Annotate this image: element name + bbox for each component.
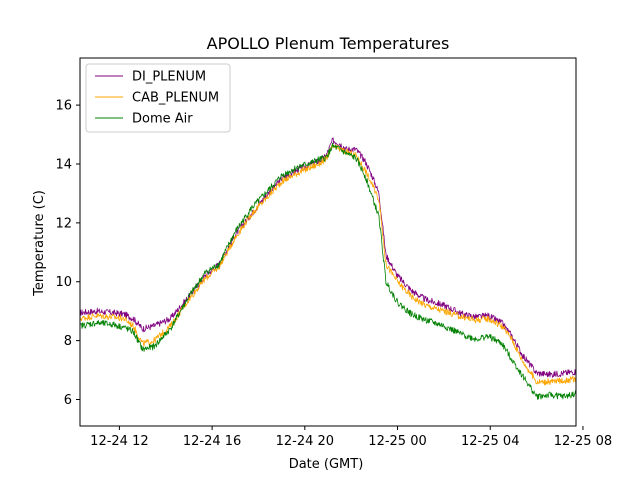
x-axis-label: Date (GMT) [289, 457, 364, 472]
y-tick-label: 14 [55, 157, 72, 172]
y-tick-label: 6 [64, 393, 72, 408]
x-tick-label: 12-24 16 [183, 434, 241, 449]
x-tick-label: 12-24 12 [90, 434, 148, 449]
x-tick-label: 12-25 00 [368, 434, 426, 449]
y-tick-label: 16 [55, 99, 72, 114]
y-tick-label: 10 [55, 275, 72, 290]
x-tick-label: 12-24 20 [276, 434, 334, 449]
y-tick-label: 8 [64, 334, 72, 349]
legend-label-dome-air: Dome Air [132, 112, 193, 127]
x-tick-label: 12-25 08 [554, 434, 612, 449]
series-line-cab-plenum [80, 143, 576, 386]
y-axis: 6 8 10 12 14 16 [55, 99, 80, 408]
series-line-di-plenum [80, 137, 576, 378]
series-line-dome-air [80, 142, 576, 400]
series-layer [80, 137, 576, 400]
plot-frame [79, 57, 577, 427]
legend-box [85, 63, 231, 133]
legend-label-di-plenum: DI_PLENUM [132, 70, 206, 85]
x-tick-label: 12-25 04 [461, 434, 519, 449]
legend: DI_PLENUM CAB_PLENUM Dome Air [85, 63, 231, 133]
y-axis-label: Temperature (C) [32, 190, 47, 297]
legend-label-cab-plenum: CAB_PLENUM [132, 91, 219, 106]
x-axis: 12-24 12 12-24 16 12-24 20 12-25 00 12-25 04… [90, 426, 612, 449]
y-tick-label: 12 [55, 216, 72, 231]
chart-title: APOLLO Plenum Temperatures [207, 34, 450, 53]
